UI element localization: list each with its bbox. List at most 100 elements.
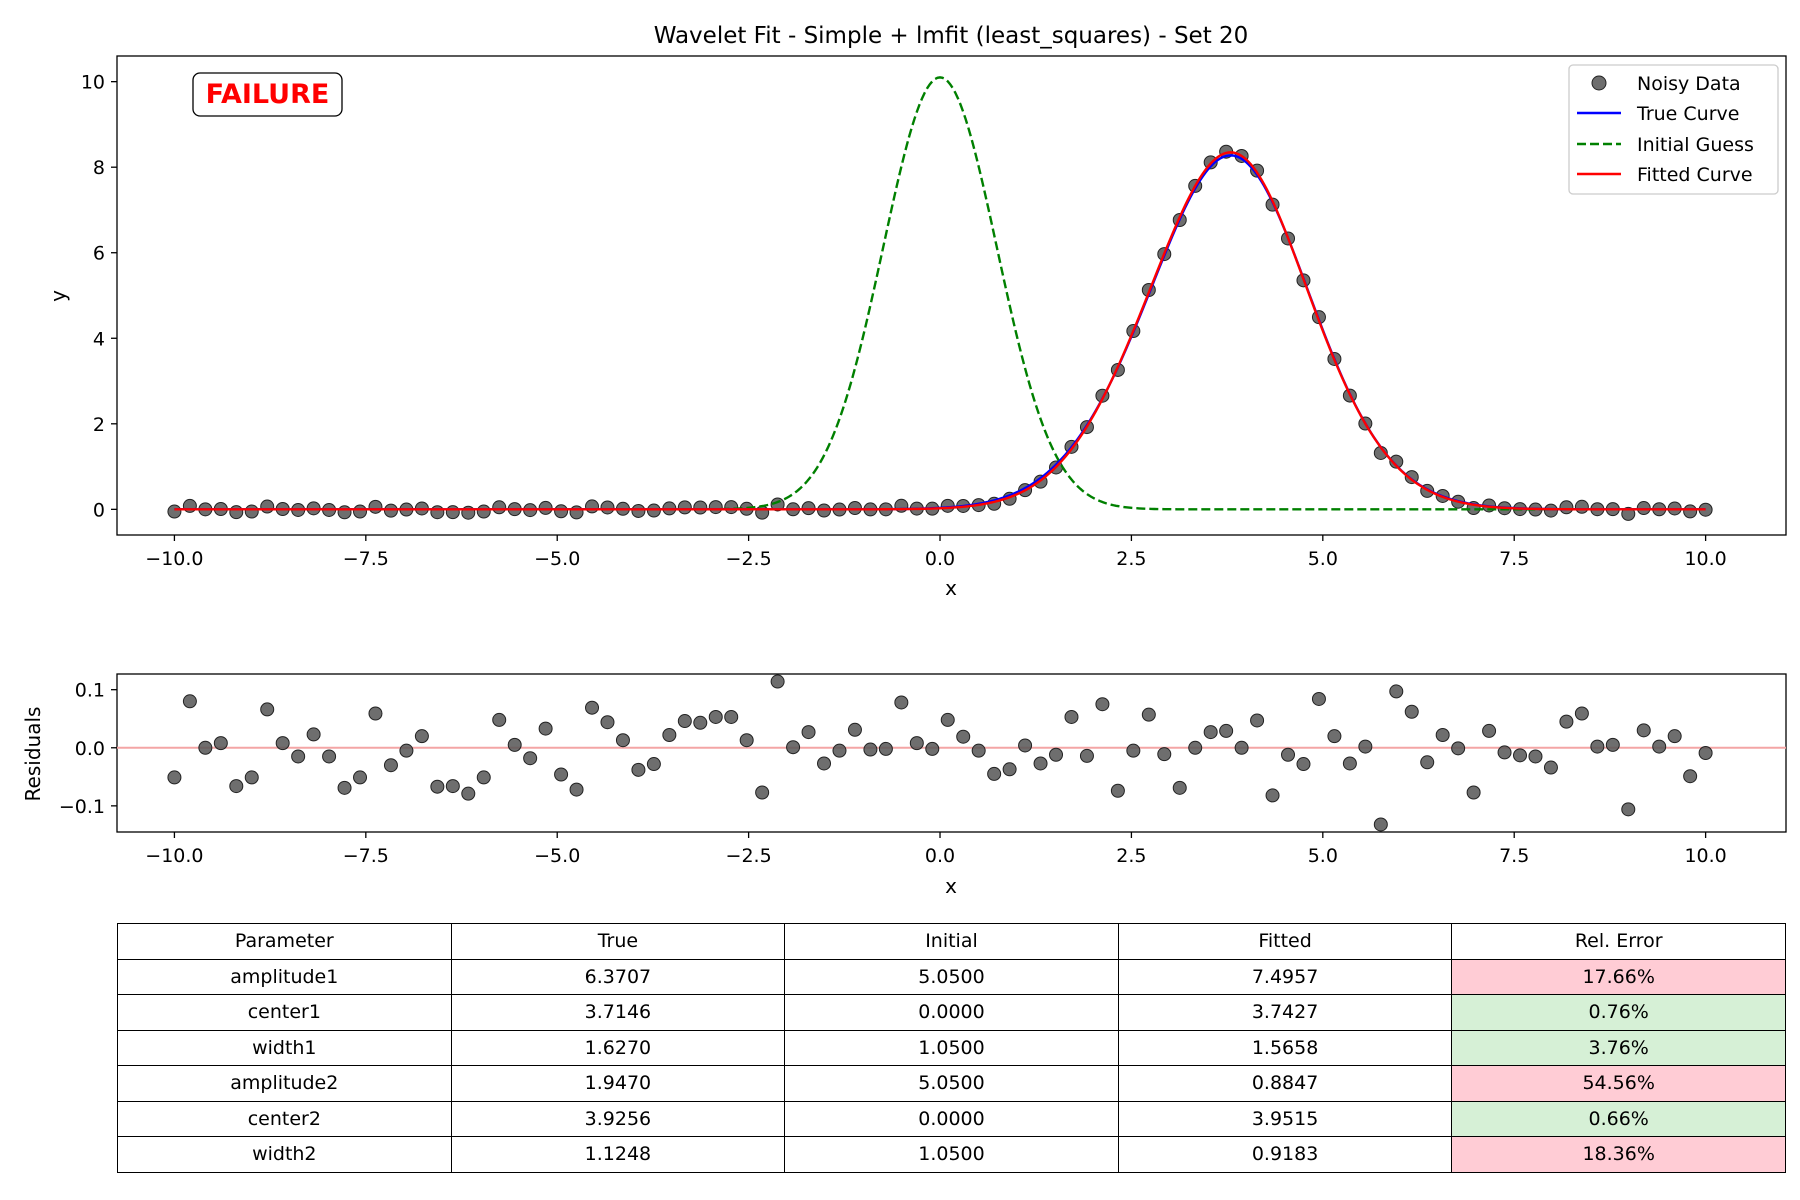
cell-fitted: 3.7427 xyxy=(1117,994,1453,1031)
cell-rel-error: 17.66% xyxy=(1451,958,1786,995)
noisy-data-point xyxy=(755,505,770,520)
residual-point xyxy=(1605,737,1620,752)
cell-true: 1.6270 xyxy=(450,1029,786,1066)
residual-point xyxy=(1543,760,1558,775)
cell-true: 1.1248 xyxy=(450,1136,786,1173)
residual-point xyxy=(538,721,553,736)
noisy-data-point xyxy=(1621,506,1636,521)
residual-point xyxy=(1683,769,1698,784)
residual-point xyxy=(1281,747,1296,762)
residual-point xyxy=(1373,817,1388,832)
residual-point xyxy=(1234,740,1249,755)
residual-point xyxy=(554,767,569,782)
x-tick-label: −7.5 xyxy=(343,548,389,570)
residual-point xyxy=(275,736,290,751)
residuals-y-axis-label: Residuals xyxy=(21,707,45,802)
y-tick-label: 10 xyxy=(81,72,105,94)
noisy-data-point xyxy=(770,497,785,512)
residual-point xyxy=(1513,748,1528,763)
noisy-data-point xyxy=(569,505,584,520)
noisy-data-point xyxy=(445,505,460,520)
legend-true-curve-label: True Curve xyxy=(1636,103,1739,125)
y-tick-label: 0.1 xyxy=(75,680,105,702)
cell-parameter: width2 xyxy=(117,1136,452,1173)
status-box-frame xyxy=(192,72,343,117)
cell-initial: 5.0500 xyxy=(784,1065,1119,1102)
residual-point xyxy=(1064,709,1079,724)
noisy-data-point xyxy=(229,505,244,520)
noisy-data-point xyxy=(383,503,398,518)
noisy-data-point xyxy=(337,505,352,520)
noisy-data-point xyxy=(708,500,723,515)
residual-point xyxy=(847,722,862,737)
residual-point xyxy=(894,695,909,710)
x-tick-label: −7.5 xyxy=(343,845,389,867)
residual-point xyxy=(213,736,228,751)
cell-parameter: center2 xyxy=(117,1100,452,1137)
residual-point xyxy=(832,743,847,758)
residual-point xyxy=(1497,745,1512,760)
residual-point xyxy=(1652,739,1667,754)
x-tick-label: −2.5 xyxy=(726,548,772,570)
table-row: center1 3.7146 0.0000 3.7427 0.76% xyxy=(117,994,1786,1031)
cell-parameter: amplitude2 xyxy=(117,1065,452,1102)
x-tick-label: 10.0 xyxy=(1684,548,1726,570)
residuals-x-axis-label: x xyxy=(945,874,957,898)
residual-point xyxy=(1420,755,1435,770)
parameter-table: Parameter True Initial Fitted Rel. Error… xyxy=(117,923,1786,1173)
x-tick-label: 5.0 xyxy=(1308,845,1338,867)
residual-point xyxy=(1358,739,1373,754)
residual-point xyxy=(1002,762,1017,777)
x-tick-label: 10.0 xyxy=(1684,845,1726,867)
x-tick-label: −5.0 xyxy=(534,548,580,570)
legend: Noisy Data True Curve Initial Guess Fitt… xyxy=(1568,64,1779,195)
legend-noisy-data-label: Noisy Data xyxy=(1637,73,1741,95)
main-plot: −10.0 −7.5 −5.0 −2.5 0.0 2.5 5.0 7.5 10.0 0 2 4 6 8 1… xyxy=(46,55,1787,600)
residual-point xyxy=(569,782,584,797)
noisy-data-point xyxy=(847,500,862,515)
noisy-data-point xyxy=(677,500,692,515)
residual-point xyxy=(461,786,476,801)
residual-point xyxy=(167,770,182,785)
y-tick-label: 6 xyxy=(93,243,105,265)
x-tick-label: 7.5 xyxy=(1499,845,1529,867)
x-tick-label: −10.0 xyxy=(145,845,203,867)
residual-point xyxy=(739,733,754,748)
residual-point xyxy=(1296,757,1311,772)
legend-noisy-data-marker xyxy=(1591,75,1607,91)
main-x-axis-label: x xyxy=(945,576,957,600)
noisy-data-point xyxy=(1543,503,1558,518)
residuals-x-axis: −10.0 −7.5 −5.0 −2.5 0.0 2.5 5.0 7.5 10.0 xyxy=(145,832,1727,867)
residual-point xyxy=(1265,788,1280,803)
cell-rel-error: 0.76% xyxy=(1451,994,1786,1031)
residual-point xyxy=(1342,756,1357,771)
residual-point xyxy=(1141,707,1156,722)
residual-point xyxy=(646,757,661,772)
residual-point xyxy=(1157,747,1172,762)
residual-point xyxy=(1095,697,1110,712)
residual-point xyxy=(445,779,460,794)
cell-rel-error: 54.56% xyxy=(1451,1065,1786,1102)
noisy-data-point xyxy=(476,504,491,519)
residual-point xyxy=(909,736,924,751)
x-tick-label: 0.0 xyxy=(925,845,955,867)
cell-true: 3.7146 xyxy=(450,994,786,1031)
cell-true: 1.9470 xyxy=(450,1065,786,1102)
cell-initial: 0.0000 xyxy=(784,994,1119,1031)
residual-point xyxy=(755,785,770,800)
column-header-initial: Initial xyxy=(784,923,1119,960)
table-body: amplitude1 6.3707 5.0500 7.4957 17.66% center… xyxy=(117,958,1786,1173)
residual-point xyxy=(1126,743,1141,758)
y-tick-label: 2 xyxy=(93,414,105,436)
noisy-data-point xyxy=(353,504,368,519)
residual-point xyxy=(1482,723,1497,738)
residuals-plot: −10.0 −7.5 −5.0 −2.5 0.0 2.5 5.0 7.5 10.0 −0.1 0.… xyxy=(21,673,1787,898)
residual-point xyxy=(1404,704,1419,719)
residual-point xyxy=(724,709,739,724)
noisy-data-point xyxy=(1389,454,1404,469)
table-row: amplitude1 6.3707 5.0500 7.4957 17.66% xyxy=(117,958,1786,995)
residual-point xyxy=(677,714,692,729)
cell-initial: 5.0500 xyxy=(784,958,1119,995)
noisy-data-point xyxy=(585,499,600,514)
